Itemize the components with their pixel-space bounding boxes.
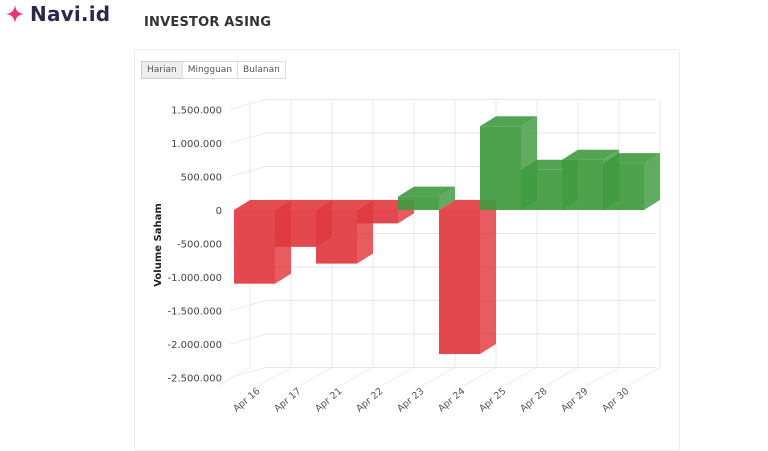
brand-name: Navi.id — [30, 2, 111, 26]
x-tick-label: Apr 21 — [313, 386, 344, 415]
x-tick-label: Apr 24 — [436, 386, 467, 415]
x-tick-label: Apr 25 — [477, 386, 508, 415]
y-tick-label: -500.000 — [177, 240, 222, 251]
period-tabs: Harian Mingguan Bulanan — [141, 61, 286, 79]
x-tick-label: Apr 23 — [395, 386, 426, 415]
bar-apr-30[interactable] — [603, 153, 660, 210]
investor-chart: 1.500.000 1.000.000 500.000 0 -500.000 -1.000… — [153, 99, 661, 415]
x-tick-label: Apr 17 — [272, 386, 303, 415]
y-tick-label: -2.000.000 — [167, 340, 222, 351]
y-tick-label: 1.500.000 — [171, 106, 222, 117]
x-tick-label: Apr 30 — [600, 386, 631, 415]
x-axis: Apr 16 Apr 17 Apr 21 Apr 22 Apr 23 Apr 24 Apr … — [231, 386, 631, 415]
sparkle-icon — [6, 5, 24, 23]
y-axis-label: Volume Saham — [153, 203, 164, 287]
x-tick-label: Apr 16 — [231, 386, 262, 415]
brand-logo[interactable]: Navi.id — [4, 2, 110, 26]
x-tick-label: Apr 28 — [518, 386, 549, 415]
tab-bulanan[interactable]: Bulanan — [237, 61, 286, 79]
bar-apr-24[interactable] — [439, 200, 496, 355]
tab-harian[interactable]: Harian — [141, 61, 183, 79]
y-tick-label: -2.500.000 — [167, 374, 222, 385]
bar-apr-23[interactable] — [398, 186, 455, 210]
y-tick-label: 0 — [216, 206, 222, 217]
page-title: INVESTOR ASING — [144, 15, 272, 30]
y-tick-label: -1.500.000 — [167, 307, 222, 318]
y-tick-label: 1.000.000 — [171, 139, 222, 150]
x-tick-label: Apr 29 — [559, 386, 590, 415]
y-tick-label: -1.000.000 — [167, 273, 222, 284]
bars — [234, 116, 660, 355]
y-axis: 1.500.000 1.000.000 500.000 0 -500.000 -1.000… — [167, 106, 222, 385]
y-tick-label: 500.000 — [181, 173, 222, 184]
x-tick-label: Apr 22 — [354, 386, 385, 415]
